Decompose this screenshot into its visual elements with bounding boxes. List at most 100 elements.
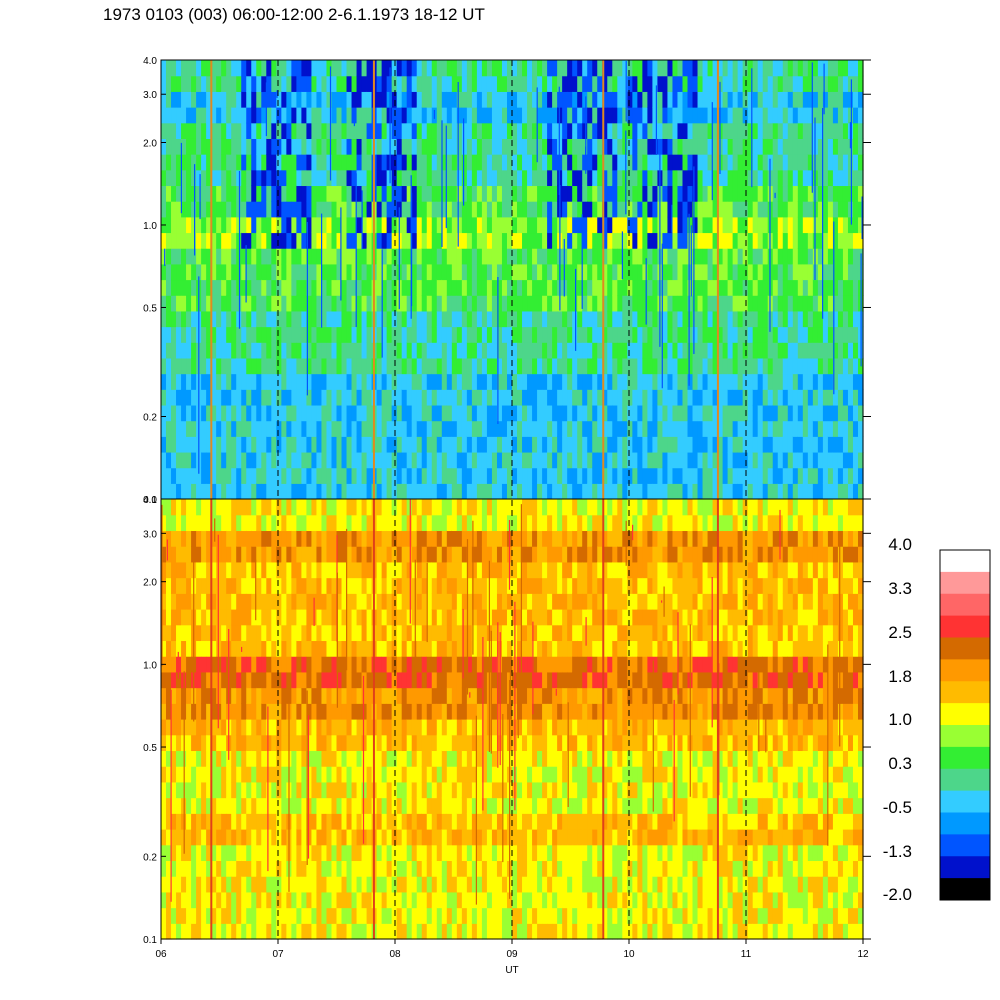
heatmap-cell [757, 75, 764, 92]
heatmap-cell [186, 561, 192, 579]
heatmap-cell [792, 169, 799, 187]
heatmap-cell [381, 263, 388, 281]
heatmap-cell [361, 420, 368, 437]
heatmap-cell [316, 514, 323, 532]
heatmap-cell [827, 122, 834, 139]
heatmap-cell [261, 907, 267, 924]
heatmap-cell [501, 373, 508, 390]
heatmap-cell [612, 342, 618, 359]
heatmap-cell [246, 860, 252, 877]
heatmap-cell [301, 656, 308, 673]
heatmap-cell [286, 609, 292, 626]
heatmap-cell [321, 75, 328, 92]
heatmap-cell [757, 404, 764, 422]
heatmap-cell [802, 357, 809, 375]
heatmap-cell [191, 91, 197, 108]
heatmap-cell [461, 248, 468, 265]
heatmap-cell [486, 326, 493, 343]
heatmap-cell [822, 154, 829, 171]
heatmap-cell [291, 451, 297, 469]
heatmap-cell [827, 404, 834, 422]
heatmap-cell [351, 107, 358, 124]
heatmap-cell [266, 546, 272, 563]
heatmap-cell [161, 107, 167, 124]
heatmap-cell [587, 201, 593, 218]
heatmap-cell [241, 750, 247, 767]
heatmap-cell [221, 656, 227, 673]
heatmap-cell [547, 295, 553, 312]
heatmap-cell [216, 263, 222, 281]
heatmap-cell [617, 404, 623, 422]
heatmap-cell [271, 310, 277, 328]
heatmap-cell [687, 216, 694, 234]
heatmap-cell [782, 248, 789, 265]
heatmap-cell [512, 373, 518, 390]
heatmap-cell [542, 91, 548, 108]
heatmap-cell [461, 342, 468, 359]
heatmap-cell [827, 201, 834, 218]
heatmap-cell [807, 263, 814, 281]
heatmap-cell [406, 201, 413, 218]
heatmap-cell [552, 138, 558, 155]
heatmap-cell [411, 342, 418, 359]
heatmap-cell [461, 389, 468, 406]
heatmap-cell [622, 75, 628, 92]
heatmap-cell [241, 781, 247, 799]
heatmap-cell [617, 310, 623, 328]
heatmap-cell [376, 436, 383, 453]
heatmap-cell [567, 185, 573, 202]
heatmap-cell [166, 60, 172, 77]
heatmap-cell [787, 451, 794, 469]
heatmap-cell [256, 420, 262, 437]
heatmap-cell [607, 248, 613, 265]
heatmap-cell [401, 404, 408, 422]
heatmap-cell [281, 813, 287, 830]
heatmap-cell [436, 75, 443, 92]
heatmap-cell [777, 201, 784, 218]
heatmap-cell [231, 546, 237, 563]
heatmap-cell [391, 326, 398, 343]
heatmap-cell [226, 483, 232, 500]
heatmap-cell [702, 185, 709, 202]
heatmap-cell [677, 420, 684, 437]
heatmap-cell [607, 60, 613, 77]
heatmap-cell [271, 122, 277, 139]
heatmap-cell [281, 138, 287, 155]
heatmap-cell [306, 514, 313, 532]
heatmap-cell [562, 216, 568, 234]
heatmap-cell [271, 891, 277, 909]
heatmap-cell [812, 216, 819, 234]
heatmap-cell [251, 216, 257, 234]
heatmap-cell [692, 295, 699, 312]
heatmap-cell [176, 248, 182, 265]
heatmap-cell [296, 609, 302, 626]
heatmap-cell [206, 514, 212, 532]
heatmap-cell [391, 389, 398, 406]
heatmap-cell [471, 326, 478, 343]
heatmap-cell [832, 373, 839, 390]
heatmap-cell [486, 107, 493, 124]
heatmap-cell [261, 546, 267, 563]
heatmap-cell [171, 499, 177, 516]
heatmap-cell [281, 514, 287, 532]
heatmap-cell [176, 295, 182, 312]
heatmap-cell [301, 640, 308, 657]
heatmap-cell [577, 263, 583, 281]
heatmap-cell [171, 609, 177, 626]
heatmap-cell [476, 342, 483, 359]
heatmap-cell [557, 310, 563, 328]
heatmap-cell [251, 185, 257, 202]
heatmap-cell [792, 91, 799, 108]
heatmap-cell [481, 185, 488, 202]
heatmap-cell [201, 201, 207, 218]
heatmap-cell [857, 483, 864, 500]
heatmap-cell [827, 310, 834, 328]
heatmap-cell [246, 829, 252, 846]
heatmap-cell [441, 248, 448, 265]
heatmap-cell [166, 248, 172, 265]
heatmap-cell [241, 122, 247, 139]
heatmap-cell [251, 232, 257, 249]
heatmap-cell [201, 530, 207, 547]
heatmap-cell [627, 310, 633, 328]
heatmap-cell [236, 734, 242, 752]
